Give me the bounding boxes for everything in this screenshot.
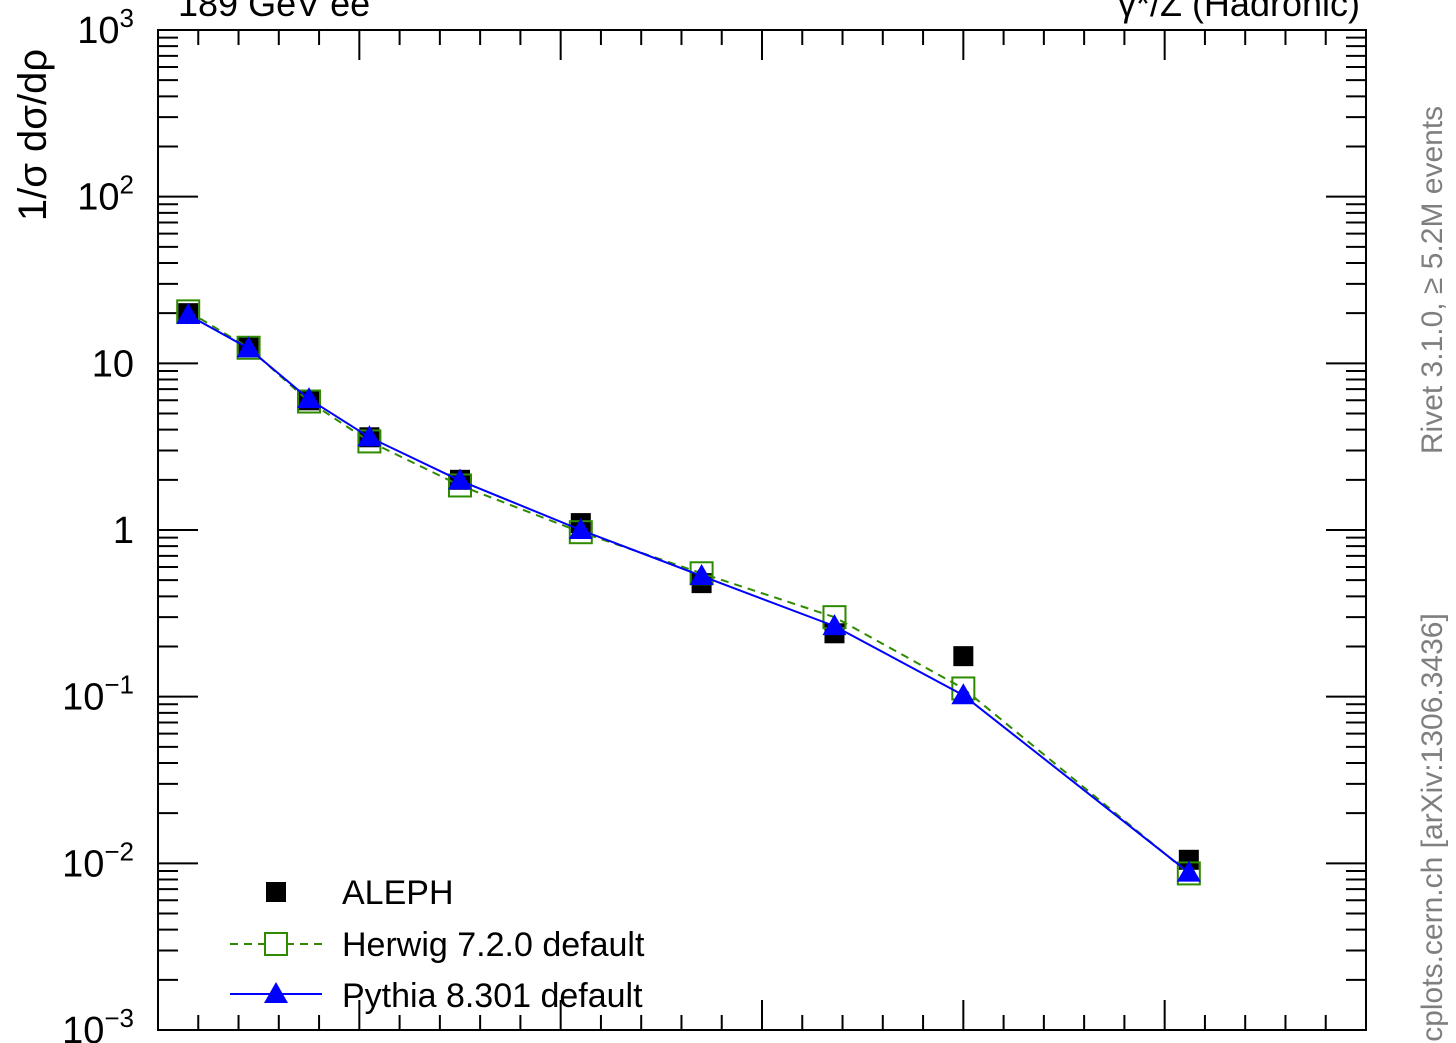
y-tick-label: 10−2 bbox=[62, 836, 134, 885]
data-point-pythia bbox=[236, 336, 261, 358]
grid-ticks bbox=[157, 29, 1367, 1031]
y-axis-label: 1/σ dσ/dρ bbox=[11, 49, 55, 221]
y-tick-label: 1 bbox=[113, 510, 134, 552]
data-point-pythia bbox=[176, 302, 201, 324]
data-point-pythia bbox=[357, 425, 382, 447]
data-point-aleph bbox=[1178, 849, 1199, 870]
legend-label-pythia: Pythia 8.301 default bbox=[342, 977, 643, 1015]
y-tick-label: 10−3 bbox=[62, 1003, 134, 1043]
legend: ALEPH Herwig 7.2.0 default Pythia 8.301 … bbox=[230, 874, 645, 1015]
data-point-pythia bbox=[568, 518, 593, 539]
y-tick-label: 10 bbox=[92, 343, 134, 385]
legend-marker-aleph bbox=[266, 882, 286, 902]
data-point-pythia bbox=[951, 683, 976, 705]
series-layer bbox=[176, 299, 1201, 886]
legend-marker-pythia bbox=[264, 982, 288, 1003]
data-point-pythia bbox=[689, 563, 714, 585]
legend-label-aleph: ALEPH bbox=[342, 874, 454, 912]
y-tick-label: 10−1 bbox=[62, 670, 134, 719]
chart-title-left: 189 GeV ee bbox=[178, 0, 370, 24]
data-point-aleph bbox=[953, 646, 974, 667]
data-point-pythia bbox=[297, 387, 321, 409]
series-line-2 bbox=[187, 314, 1190, 874]
legend-label-herwig: Herwig 7.2.0 default bbox=[342, 926, 645, 964]
side-text-top: Rivet 3.1.0, ≥ 5.2M events bbox=[1416, 106, 1449, 454]
data-point-pythia bbox=[822, 614, 847, 636]
plot-frame bbox=[157, 29, 1367, 1031]
chart-title-right: γ*/Z (Hadronic) bbox=[1118, 0, 1360, 24]
series-line-1 bbox=[187, 310, 1190, 875]
data-point-pythia bbox=[1176, 860, 1201, 882]
legend-marker-herwig bbox=[264, 932, 288, 956]
side-text-bottom: mcplots.cern.ch [arXiv:1306.3436] bbox=[1416, 613, 1449, 1043]
y-tick-label: 103 bbox=[77, 3, 134, 52]
y-tick-label: 102 bbox=[77, 170, 134, 219]
data-point-pythia bbox=[448, 468, 472, 490]
